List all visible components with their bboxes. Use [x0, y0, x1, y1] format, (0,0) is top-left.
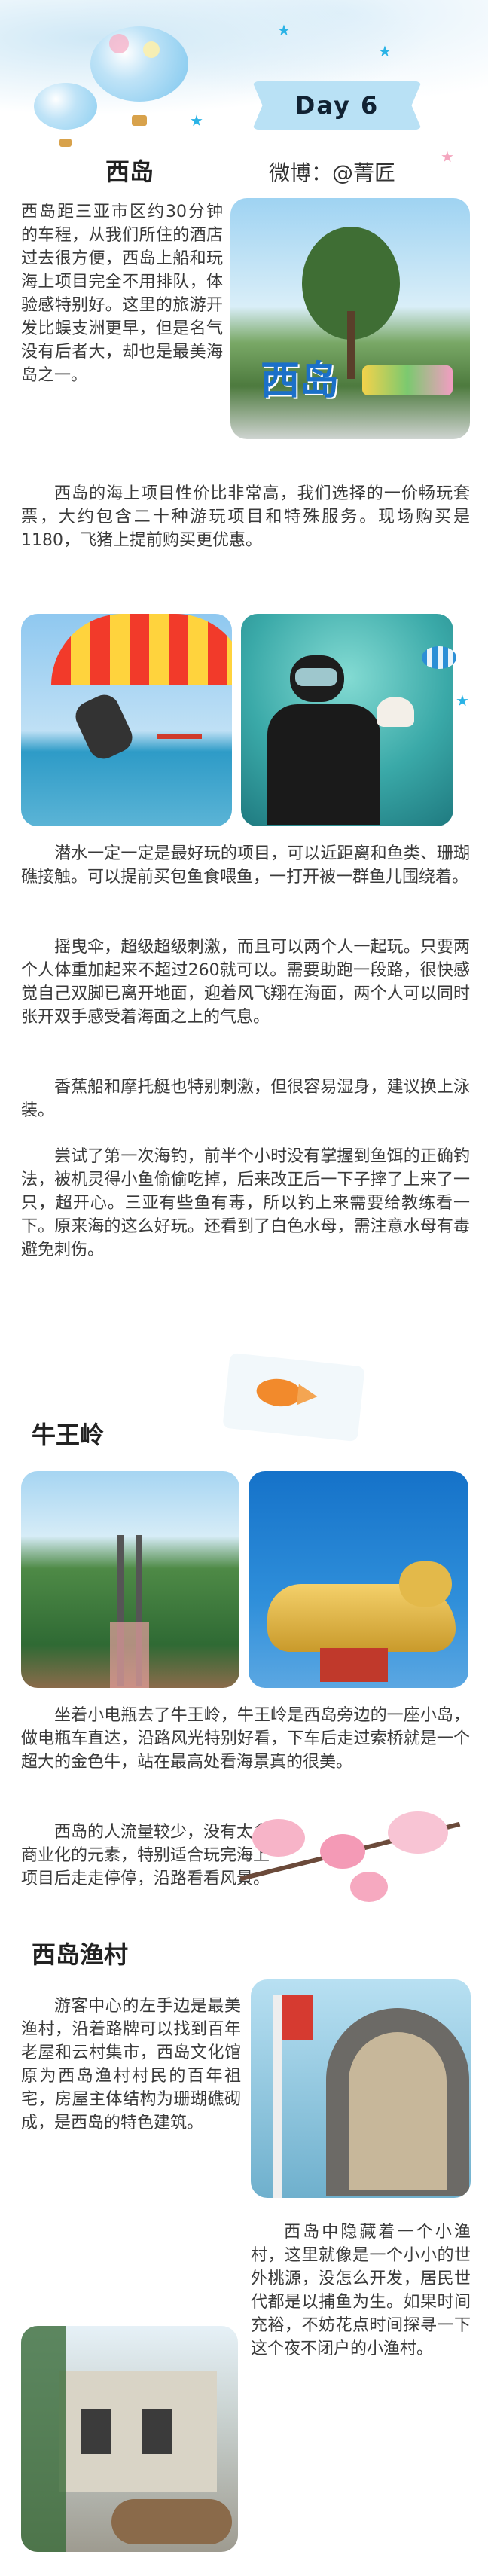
coral-arch-photo: [251, 1979, 471, 2198]
diving-text: 潜水一定一定是最好玩的项目，可以近距离和鱼类、珊瑚礁接触。可以提前买包鱼食喂鱼，…: [21, 844, 470, 887]
parasailing-photo: [21, 614, 232, 826]
hidden-village-text: 西岛中隐藏着一个小渔村，这里就像是一个小小的世外桃源，没怎么开发，居民世代都是以…: [251, 2223, 471, 2358]
diving-photo: [241, 614, 453, 826]
fishing-village-text: 游客中心的左手边是最美渔村，沿着路牌可以找到百年老屋和云村集市，西岛文化馆原为西…: [21, 1997, 241, 2132]
section-title-niuwangling: 牛王岭: [32, 1421, 105, 1449]
old-house-photo: [21, 2326, 238, 2552]
shell-icon: [377, 697, 414, 727]
star-icon: ★: [441, 148, 454, 166]
section-title-fishing-village: 西岛渔村: [32, 1940, 129, 1969]
star-icon: ★: [456, 691, 469, 710]
xidao-ticket-text: 西岛的海上项目性价比非常高，我们选择的一价畅玩套票，大约包含二十种游玩项目和特殊…: [21, 484, 470, 550]
hot-air-balloon-icon: [90, 26, 196, 132]
section-title-xidao: 西岛: [105, 157, 154, 186]
cable-bridge-photo: [21, 1471, 239, 1688]
cherry-blossom-icon: [237, 1804, 463, 1917]
photo-sign-text: 西岛: [261, 359, 340, 404]
fish-icon: [255, 1376, 303, 1409]
banana-boat-text: 香蕉船和摩托艇也特别刺激，但很容易湿身，建议换上泳装。: [21, 1078, 470, 1120]
goldfish-sticker: [222, 1352, 365, 1442]
fishing-text: 尝试了第一次海钓，前半个小时没有掌握到鱼饵的正确钓法，被机灵得小鱼偷偷吃掉，后来…: [21, 1147, 470, 1259]
golden-bull-photo: [249, 1471, 468, 1688]
xidao-sign-photo: 西岛: [230, 198, 470, 439]
weibo-label: 微博：@菁匠: [269, 160, 396, 185]
star-icon: ★: [378, 42, 392, 60]
hot-air-balloon-icon: [34, 83, 102, 151]
parasail-text: 摇曳伞，超级超级刺激，而且可以两个人一起玩。只要两个人体重加起来不超过260就可…: [21, 938, 470, 1027]
star-icon: ★: [190, 111, 203, 130]
fish-icon: [422, 646, 456, 669]
day-label: Day 6: [294, 91, 380, 120]
niuwangling-text: 坐着小电瓶去了牛王岭，牛王岭是西岛旁边的一座小岛，做电瓶车直达，沿路风光特别好看…: [21, 1706, 470, 1772]
xidao-crowd-text: 西岛的人流量较少，没有太多商业化的元素，特别适合玩完海上项目后走走停停，沿路看看…: [21, 1823, 270, 1888]
star-icon: ★: [277, 21, 291, 39]
day-banner: Day 6: [252, 81, 422, 130]
xidao-intro-text: 西岛距三亚市区约30分钟的车程，从我们所住的酒店过去很方便，西岛上船和玩海上项目…: [21, 203, 223, 385]
